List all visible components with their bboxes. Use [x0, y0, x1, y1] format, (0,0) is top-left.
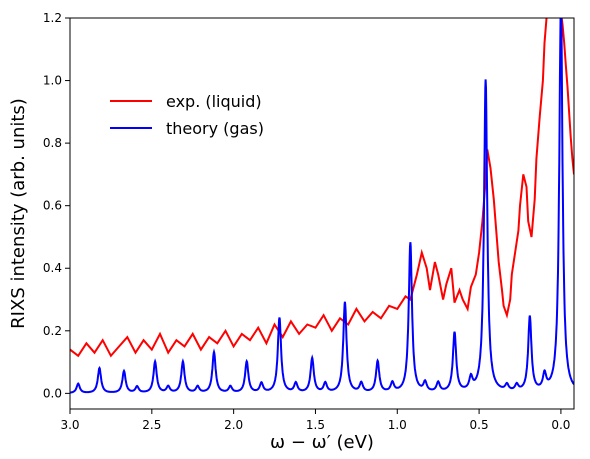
y-tick-label: 0.6 — [43, 199, 62, 213]
x-tick-label: 2.5 — [142, 418, 161, 432]
y-tick-label: 0.2 — [43, 324, 62, 338]
x-axis-label: ω − ω′ (eV) — [270, 432, 374, 453]
legend: exp. (liquid) theory (gas) — [110, 92, 264, 138]
x-tick-label: 1.5 — [306, 418, 325, 432]
series-theory-line — [70, 18, 574, 394]
y-tick-label: 0.4 — [43, 261, 62, 275]
y-tick-label: 0.0 — [43, 386, 62, 400]
x-tick-label: 0.0 — [551, 418, 570, 432]
y-tick-label: 0.8 — [43, 136, 62, 150]
plot-frame — [69, 17, 575, 410]
x-tick-label: 1.0 — [388, 418, 407, 432]
series-exp-line — [70, 18, 574, 358]
y-axis: 0.0 0.2 0.4 0.6 0.8 1.0 1.2 — [43, 11, 70, 400]
y-tick-label: 1.2 — [43, 11, 62, 25]
x-tick-label: 3.0 — [60, 418, 79, 432]
x-tick-label: 0.5 — [470, 418, 489, 432]
legend-label-exp: exp. (liquid) — [166, 92, 262, 111]
y-tick-label: 1.0 — [43, 74, 62, 88]
x-axis: 3.0 2.5 2.0 1.5 1.0 0.5 0.0 — [60, 409, 570, 432]
y-axis-label: RIXS intensity (arb. units) — [8, 98, 29, 329]
legend-label-theory: theory (gas) — [166, 119, 264, 138]
x-tick-label: 2.0 — [224, 418, 243, 432]
plot-lines — [70, 18, 574, 394]
